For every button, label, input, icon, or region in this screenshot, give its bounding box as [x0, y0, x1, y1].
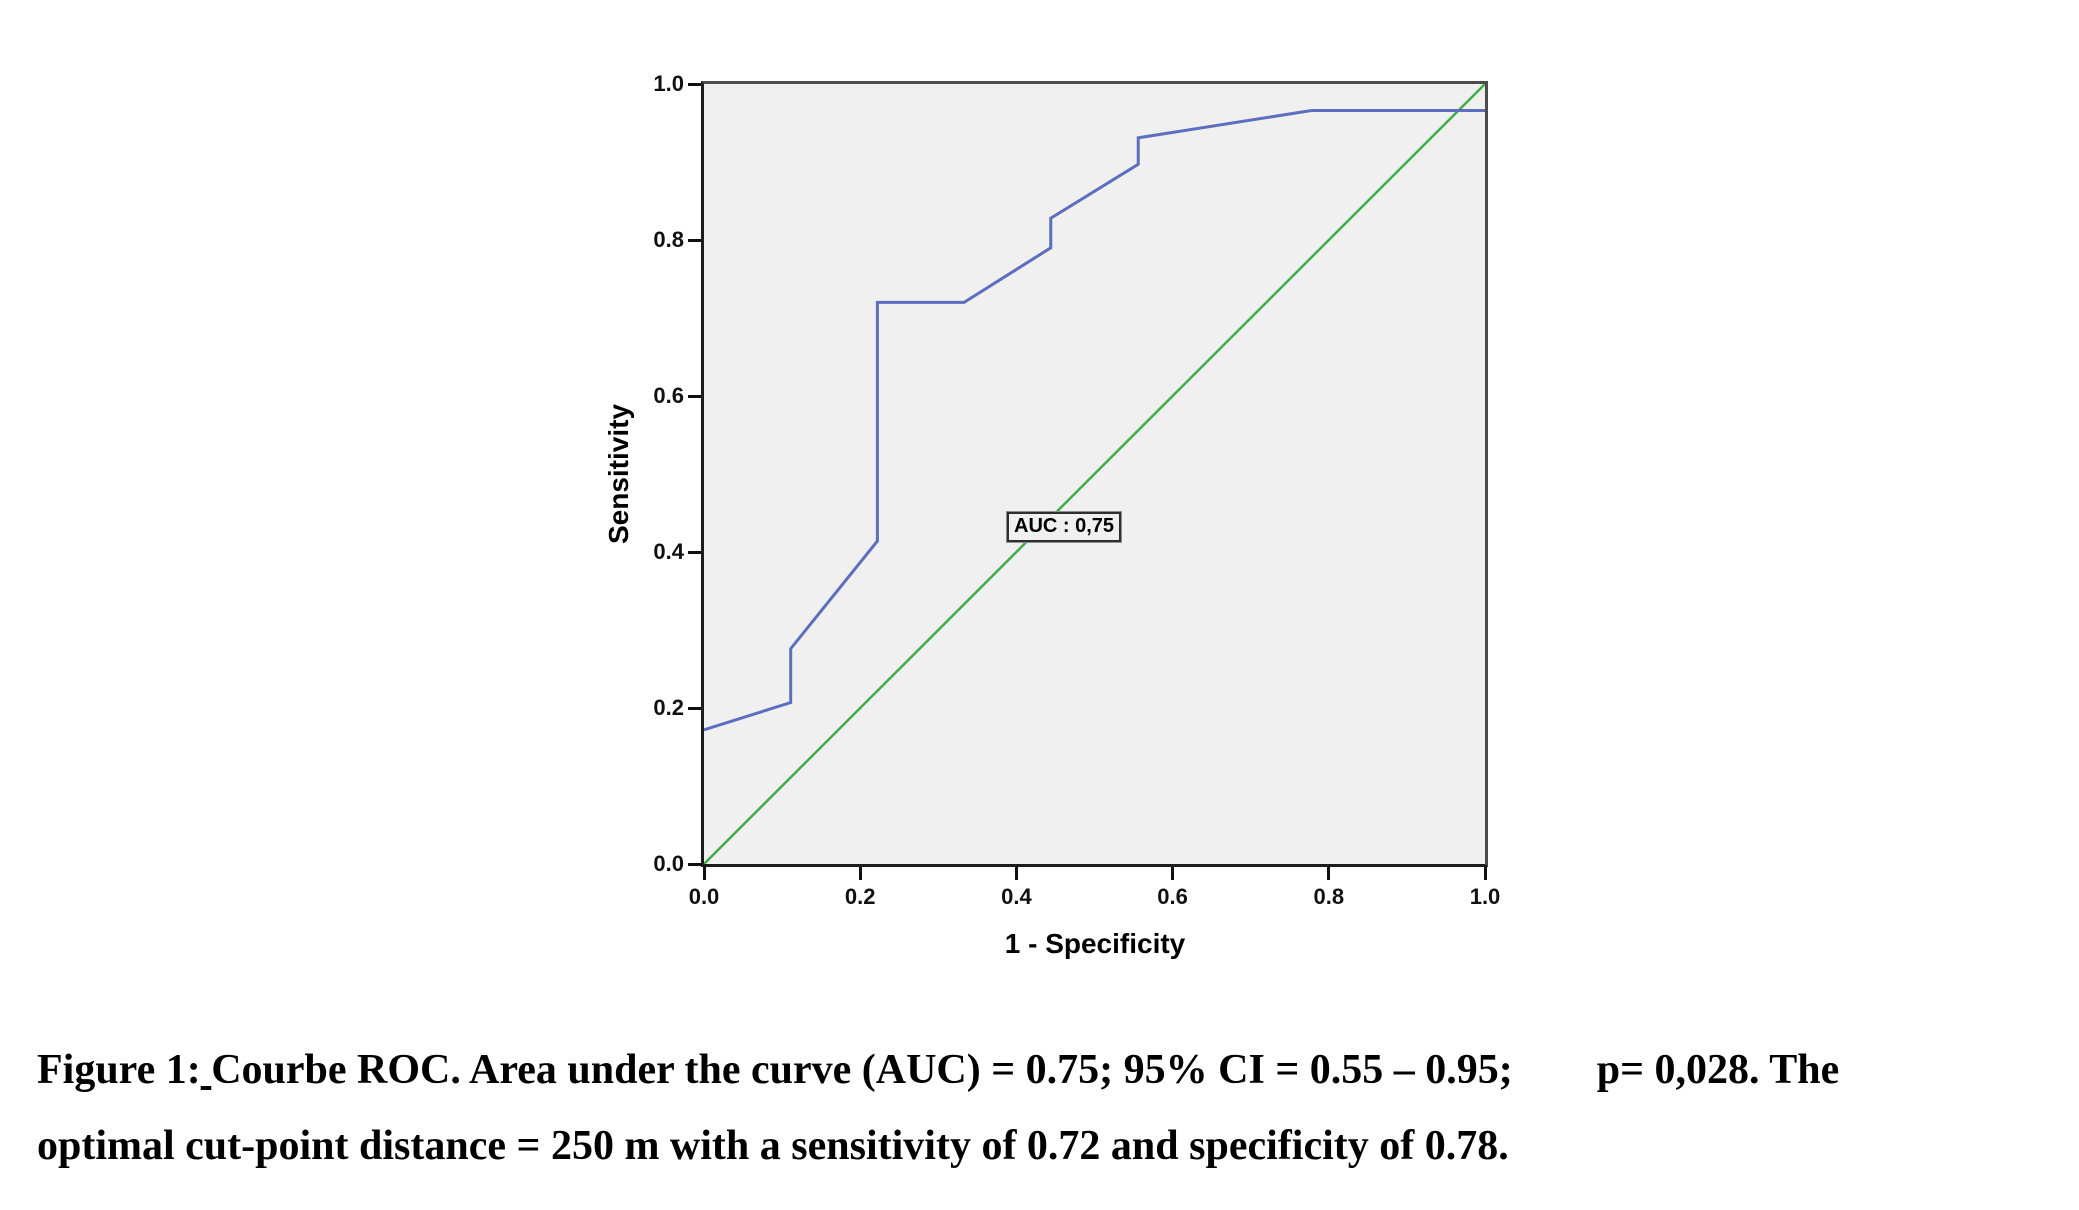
x-tick-label: 0.8 [1313, 884, 1345, 909]
plot-canvas [704, 84, 1485, 864]
y-tick-mark [688, 862, 701, 866]
y-tick-mark [688, 82, 701, 86]
y-axis-title: Sensitivity [603, 403, 634, 545]
roc-curve-line [704, 109, 1485, 732]
plot-area [701, 81, 1488, 867]
underlined-space [201, 1047, 212, 1093]
caption-line-2: optimal cut-point distance = 250 m with … [37, 1123, 1509, 1169]
x-tick-label: 0.2 [844, 884, 876, 909]
y-tick-label: 0.8 [653, 227, 684, 252]
x-tick-label: 0.0 [688, 884, 720, 909]
caption-line1-text: Courbe ROC. Area under the curve (AUC) =… [211, 1047, 1840, 1093]
figure-label: Figure 1: [37, 1047, 201, 1093]
x-tick-mark [702, 867, 706, 880]
y-tick-mark [688, 550, 701, 554]
y-tick-label: 0.0 [653, 851, 684, 876]
x-tick-mark [1483, 867, 1487, 880]
y-tick-mark [688, 238, 701, 242]
figure-caption: Figure 1: Courbe ROC. Area under the cur… [37, 1032, 2047, 1184]
x-tick-label: 0.4 [1001, 884, 1032, 909]
y-tick-mark [688, 706, 701, 710]
x-tick-label: 1.0 [1469, 884, 1501, 909]
auc-annotation: AUC : 0,75 [1007, 512, 1122, 543]
auc-annotation-text: AUC : 0,75 [1014, 515, 1115, 538]
y-tick-label: 0.6 [653, 383, 684, 408]
x-axis-title: 1 - Specificity [1004, 928, 1186, 959]
y-tick-label: 0.4 [653, 539, 684, 564]
x-tick-mark [1171, 867, 1175, 880]
x-tick-mark [1014, 867, 1018, 880]
reference-diagonal-line [704, 84, 1485, 864]
roc-chart: 0.0 0.2 0.4 0.6 0.8 1.0 0.0 0.2 0.4 0.6 0.8 1.0 Sen… [603, 71, 1501, 959]
x-tick-mark [1327, 867, 1331, 880]
caption-line-1: Figure 1: Courbe ROC. Area under the cur… [37, 1032, 2047, 1108]
y-tick-label: 1.0 [653, 71, 684, 96]
x-tick-label: 0.6 [1157, 884, 1188, 909]
x-tick-mark [858, 867, 862, 880]
y-tick-mark [688, 394, 701, 398]
y-tick-label: 0.2 [653, 695, 684, 720]
